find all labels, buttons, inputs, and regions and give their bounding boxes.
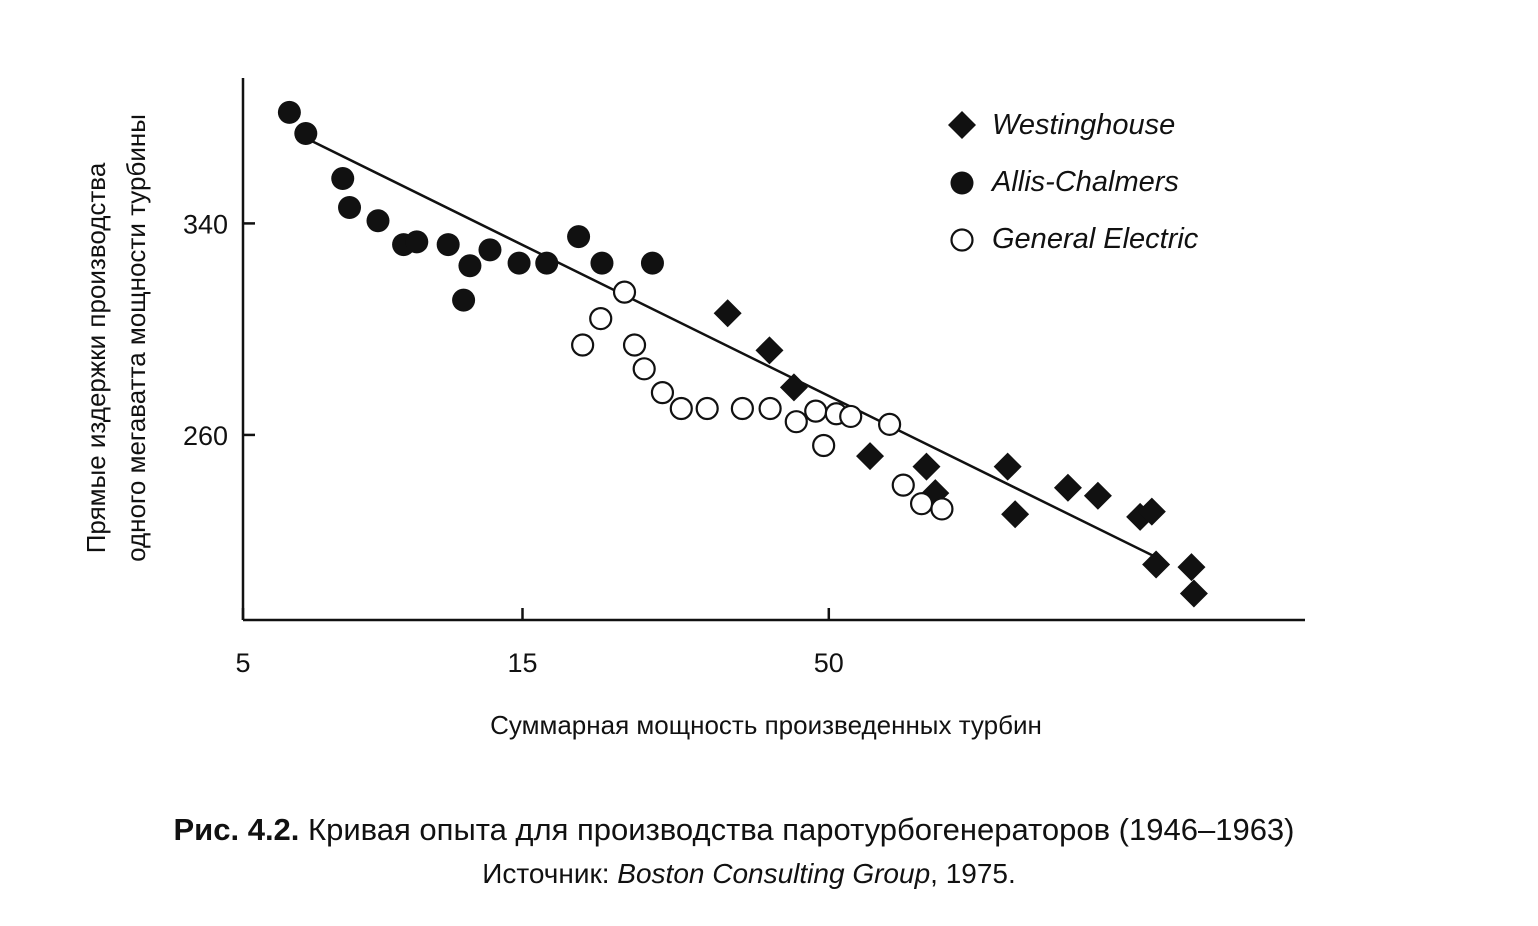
westinghouse-point xyxy=(856,442,885,471)
source-name: Boston Consulting Group xyxy=(617,858,931,889)
allis-chalmers-point xyxy=(294,122,318,146)
y-axis-title-line-2: одного мегаватта мощности турбины xyxy=(121,114,151,562)
legend: Westinghouse Allis-Chalmers General Elec… xyxy=(948,109,1199,255)
general-electric-point xyxy=(589,306,613,331)
figure-caption-text: Кривая опыта для производства паротурбог… xyxy=(299,812,1295,847)
westinghouse-point xyxy=(1001,500,1030,529)
y-axis-title-line-1: Прямые издержки производства xyxy=(81,162,111,553)
general-electric-point xyxy=(571,333,595,357)
x-tick-label: 15 xyxy=(507,648,537,678)
general-electric-point xyxy=(669,396,693,421)
general-electric-point xyxy=(891,473,915,497)
general-electric-point xyxy=(758,396,782,421)
legend-marker-open-circle xyxy=(950,228,974,252)
allis-chalmers-point xyxy=(277,100,301,124)
westinghouse-point xyxy=(1142,550,1171,579)
westinghouse-point xyxy=(912,452,941,481)
allis-chalmers-point xyxy=(507,251,531,275)
general-electric-point xyxy=(878,412,902,436)
allis-chalmers-point xyxy=(478,238,502,262)
allis-chalmers-point xyxy=(590,251,614,275)
trendline xyxy=(301,135,1156,558)
allis-chalmers-point xyxy=(405,230,429,254)
allis-chalmers-point xyxy=(331,166,355,190)
x-axis-title: Суммарная мощность произведенных турбин xyxy=(490,710,1042,740)
figure-label: Рис. 4.2. xyxy=(173,812,300,847)
westinghouse-point xyxy=(779,373,808,402)
general-electric-point xyxy=(812,433,836,458)
general-electric-point xyxy=(612,280,637,304)
general-electric-point xyxy=(839,404,863,429)
westinghouse-point xyxy=(993,452,1022,481)
allis-chalmers-point xyxy=(567,225,591,249)
general-electric-point xyxy=(622,333,647,357)
y-tick-label: 340 xyxy=(183,209,228,239)
westinghouse-point xyxy=(1053,473,1082,502)
westinghouse-point xyxy=(755,336,784,365)
ticks-layer: 5 15 50 260 340 xyxy=(183,209,844,678)
allis-chalmers-point xyxy=(338,196,362,220)
general-electric-point xyxy=(632,357,656,381)
general-electric-point xyxy=(909,492,934,516)
westinghouse-point xyxy=(1083,481,1112,510)
legend-item-westinghouse: Westinghouse xyxy=(948,109,1175,141)
x-tick-label: 50 xyxy=(814,648,844,678)
allis-chalmers-point xyxy=(640,251,664,275)
westinghouse-point xyxy=(1137,497,1166,526)
westinghouse-point xyxy=(1177,553,1206,582)
figure-source: Источник: Boston Consulting Group, 1975. xyxy=(0,858,1538,890)
westinghouse-point xyxy=(713,299,742,328)
legend-marker-diamond xyxy=(948,111,976,139)
legend-label-general-electric: General Electric xyxy=(992,223,1199,255)
westinghouse-point xyxy=(1179,579,1208,608)
chart: 5 15 50 260 340 Суммарная мощность произведе… xyxy=(81,78,1305,740)
legend-label-allis-chalmers: Allis-Chalmers xyxy=(990,166,1179,198)
legend-label-westinghouse: Westinghouse xyxy=(992,109,1175,141)
allis-chalmers-point xyxy=(452,288,476,312)
x-tick-label: 5 xyxy=(235,648,250,678)
general-electric-point xyxy=(650,381,675,405)
general-electric-point xyxy=(730,396,754,421)
legend-marker-filled-circle xyxy=(950,171,974,195)
figure-caption: Рис. 4.2. Кривая опыта для производства … xyxy=(0,812,1538,848)
allis-chalmers-point xyxy=(366,209,390,233)
general-electric-point xyxy=(695,396,719,421)
general-electric-point xyxy=(804,399,828,423)
allis-chalmers-point xyxy=(535,251,559,275)
general-electric-point xyxy=(930,497,954,521)
general-electric-point xyxy=(784,410,808,434)
y-tick-label: 260 xyxy=(183,421,228,451)
allis-chalmers-point xyxy=(436,233,460,257)
allis-chalmers-point xyxy=(458,254,482,278)
legend-item-allis-chalmers: Allis-Chalmers xyxy=(950,166,1179,198)
points-layer xyxy=(277,100,1208,608)
source-prefix: Источник: xyxy=(482,858,618,889)
source-suffix: , 1975. xyxy=(930,858,1016,889)
legend-item-general-electric: General Electric xyxy=(950,223,1199,255)
